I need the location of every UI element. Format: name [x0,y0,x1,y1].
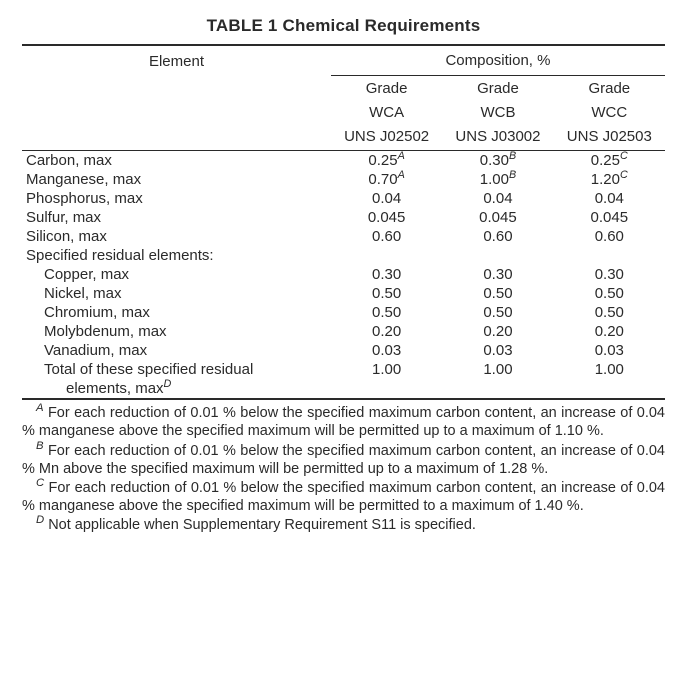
total-v2: 1.00 [442,360,553,379]
grade-3-code: WCC [554,100,665,124]
bottom-rule [22,398,665,400]
manganese-v3: 1.20C [554,170,665,189]
sulfur-v3: 0.045 [554,208,665,227]
row-vanadium: Vanadium, max 0.03 0.03 0.03 [22,341,665,360]
phosphorus-v1: 0.04 [331,189,442,208]
table-title: TABLE 1 Chemical Requirements [22,16,665,36]
grade-1-grade: Grade [331,76,442,100]
nickel-v1: 0.50 [331,284,442,303]
footnote-a: A For each reduction of 0.01 % below the… [22,404,665,440]
carbon-v3: 0.25C [554,151,665,170]
carbon-label: Carbon, max [22,151,331,170]
vanadium-label: Vanadium, max [22,341,331,360]
row-chromium: Chromium, max 0.50 0.50 0.50 [22,303,665,322]
grade-1-code: WCA [331,100,442,124]
chromium-v2: 0.50 [442,303,553,322]
vanadium-v2: 0.03 [442,341,553,360]
sulfur-label: Sulfur, max [22,208,331,227]
chromium-v3: 0.50 [554,303,665,322]
row-manganese: Manganese, max 0.70A 1.00B 1.20C [22,170,665,189]
row-sulfur: Sulfur, max 0.045 0.045 0.045 [22,208,665,227]
vanadium-v3: 0.03 [554,341,665,360]
silicon-label: Silicon, max [22,227,331,246]
molybdenum-v2: 0.20 [442,322,553,341]
row-molybdenum: Molybdenum, max 0.20 0.20 0.20 [22,322,665,341]
footnote-d: D Not applicable when Supplementary Requ… [22,516,665,534]
nickel-v2: 0.50 [442,284,553,303]
molybdenum-v1: 0.20 [331,322,442,341]
grade-row-3: UNS J02502 UNS J03002 UNS J02503 [22,124,665,151]
footnote-c: C For each reduction of 0.01 % below the… [22,479,665,515]
grade-row-2: WCA WCB WCC [22,100,665,124]
requirements-table: Element Composition, % Grade Grade Grade… [22,46,665,398]
header-row-1: Element Composition, % [22,46,665,75]
phosphorus-v3: 0.04 [554,189,665,208]
molybdenum-v3: 0.20 [554,322,665,341]
manganese-label: Manganese, max [22,170,331,189]
header-element: Element [22,46,331,76]
grade-2-grade: Grade [442,76,553,100]
phosphorus-label: Phosphorus, max [22,189,331,208]
copper-v3: 0.30 [554,265,665,284]
row-silicon: Silicon, max 0.60 0.60 0.60 [22,227,665,246]
header-composition: Composition, % [331,46,665,75]
row-copper: Copper, max 0.30 0.30 0.30 [22,265,665,284]
grade-3-uns: UNS J02503 [554,124,665,151]
copper-label: Copper, max [22,265,331,284]
footnote-b: B For each reduction of 0.01 % below the… [22,442,665,478]
vanadium-v1: 0.03 [331,341,442,360]
molybdenum-label: Molybdenum, max [22,322,331,341]
grade-2-uns: UNS J03002 [442,124,553,151]
residual-header-label: Specified residual elements: [22,246,331,265]
row-nickel: Nickel, max 0.50 0.50 0.50 [22,284,665,303]
phosphorus-v2: 0.04 [442,189,553,208]
row-total-line2: elements, maxD [22,379,665,398]
nickel-label: Nickel, max [22,284,331,303]
silicon-v1: 0.60 [331,227,442,246]
row-residual-header: Specified residual elements: [22,246,665,265]
grade-3-grade: Grade [554,76,665,100]
row-total-line1: Total of these specified residual 1.00 1… [22,360,665,379]
total-label-2: elements, maxD [22,379,331,398]
copper-v1: 0.30 [331,265,442,284]
total-v1: 1.00 [331,360,442,379]
silicon-v2: 0.60 [442,227,553,246]
sulfur-v1: 0.045 [331,208,442,227]
footnotes: A For each reduction of 0.01 % below the… [22,404,665,534]
copper-v2: 0.30 [442,265,553,284]
row-carbon: Carbon, max 0.25A 0.30B 0.25C [22,151,665,170]
total-label-1: Total of these specified residual [22,360,331,379]
grade-1-uns: UNS J02502 [331,124,442,151]
sulfur-v2: 0.045 [442,208,553,227]
carbon-v1: 0.25A [331,151,442,170]
silicon-v3: 0.60 [554,227,665,246]
row-phosphorus: Phosphorus, max 0.04 0.04 0.04 [22,189,665,208]
carbon-v2: 0.30B [442,151,553,170]
manganese-v2: 1.00B [442,170,553,189]
grade-row-1: Grade Grade Grade [22,76,665,100]
grade-2-code: WCB [442,100,553,124]
chromium-label: Chromium, max [22,303,331,322]
manganese-v1: 0.70A [331,170,442,189]
chromium-v1: 0.50 [331,303,442,322]
nickel-v3: 0.50 [554,284,665,303]
total-v3: 1.00 [554,360,665,379]
